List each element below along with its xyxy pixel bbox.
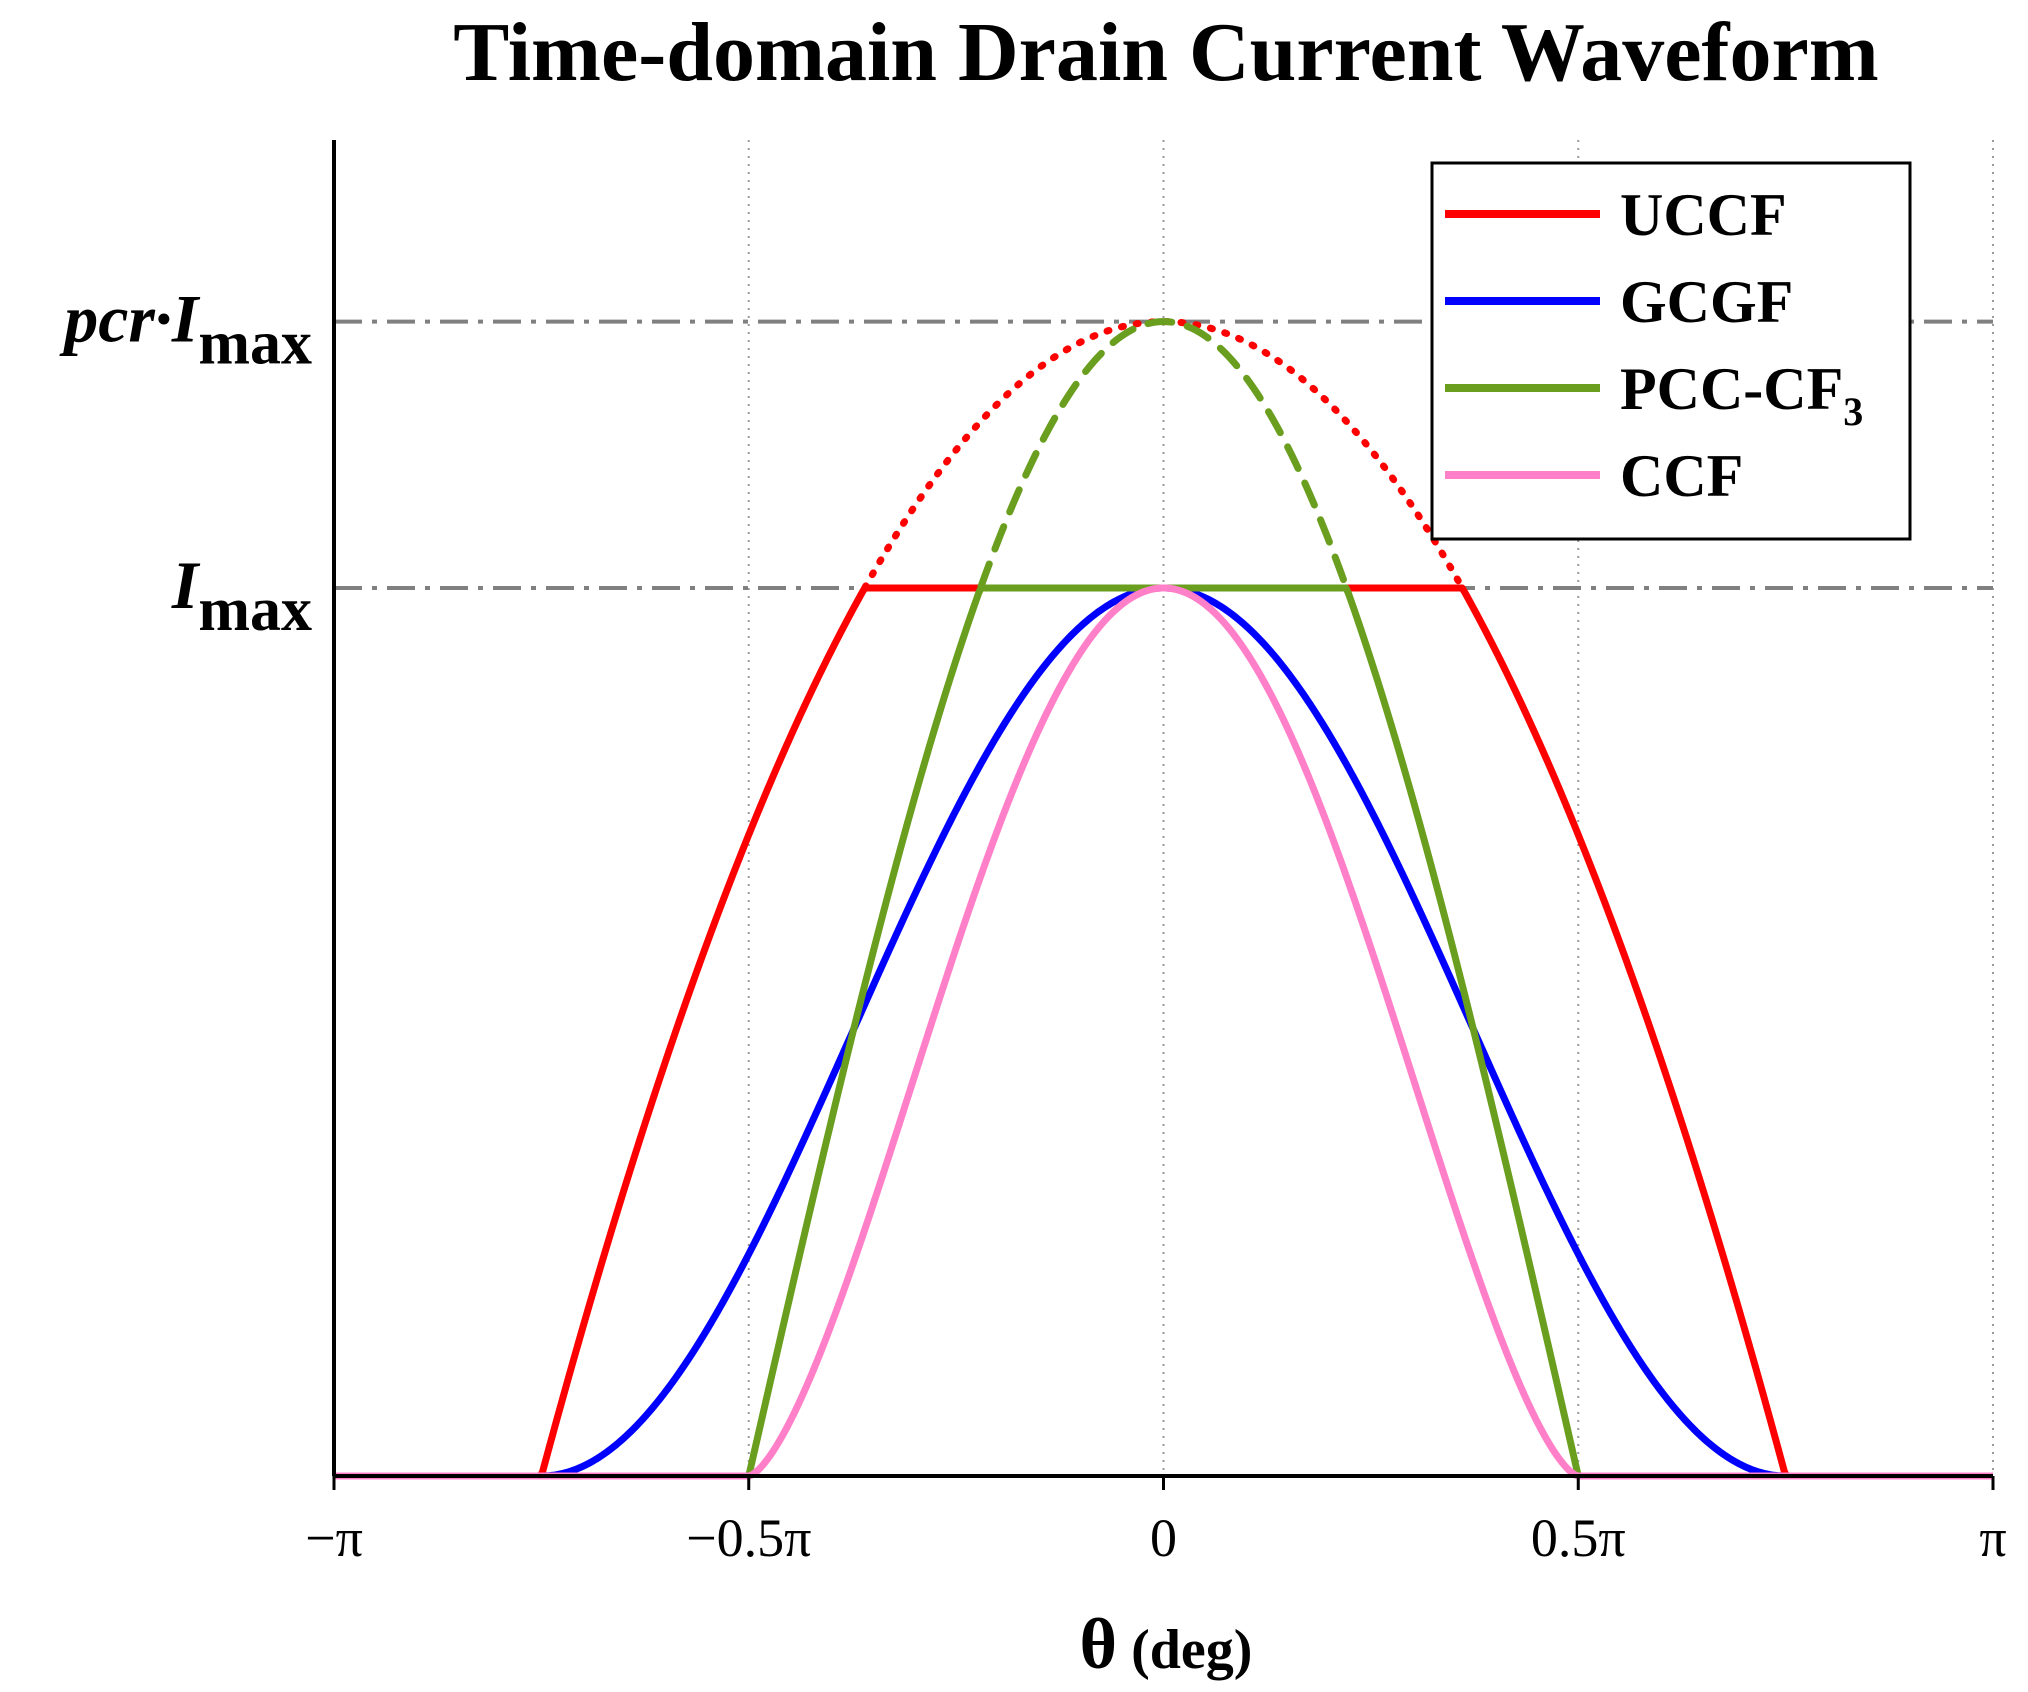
y-tick-label-1: pcr·Imax	[59, 281, 312, 378]
legend-label-pcc-cf3-name: PCC-CF	[1620, 356, 1843, 422]
y-tick-label-0: Imax	[171, 547, 312, 644]
legend: UCCF GCGF PCC-CF3 CCF	[1430, 161, 1912, 541]
legend-label-uccf: UCCF	[1620, 182, 1787, 248]
x-tick-label-3: 0.5π	[1531, 1508, 1626, 1568]
x-axis-label-symbol: θ	[1080, 1604, 1118, 1684]
legend-label-ccf-name: CCF	[1620, 443, 1743, 509]
x-tick-label-1: −0.5π	[686, 1508, 811, 1568]
y-tick-label-1-main: pcr·I	[59, 281, 201, 357]
legend-label-ccf: CCF	[1620, 443, 1743, 509]
series-uccf-overshoot	[861, 318, 1466, 592]
legend-label-pcc-cf3-sub: 3	[1843, 389, 1863, 434]
legend-label-gcgf: GCGF	[1620, 269, 1793, 335]
x-axis-label: θ (deg)	[1080, 1604, 1253, 1684]
x-tick-label-0: −π	[305, 1508, 363, 1568]
series-pcc-cf3-overshoot	[977, 318, 1350, 591]
series-uccf-line	[332, 584, 1995, 1480]
y-tick-label-1-sub: max	[198, 310, 312, 378]
series-pcc-cf3-line	[332, 584, 1995, 1480]
x-axis-label-unit: (deg)	[1131, 1619, 1252, 1681]
y-tick-label-0-main: I	[171, 547, 201, 623]
x-tick-label-4: π	[1979, 1508, 2006, 1568]
legend-label-gcgf-name: GCGF	[1620, 269, 1793, 335]
series-ccf-line	[332, 584, 1995, 1480]
legend-label-uccf-name: UCCF	[1620, 182, 1787, 248]
chart-title: Time-domain Drain Current Waveform	[453, 6, 1879, 99]
series-gcgf-line	[332, 584, 1995, 1480]
x-tick-labels: −π −0.5π 0 0.5π π	[305, 1476, 2007, 1568]
legend-label-pcc-cf3: PCC-CF3	[1620, 356, 1863, 434]
y-tick-label-0-sub: max	[198, 576, 312, 644]
x-tick-label-2: 0	[1150, 1508, 1177, 1568]
